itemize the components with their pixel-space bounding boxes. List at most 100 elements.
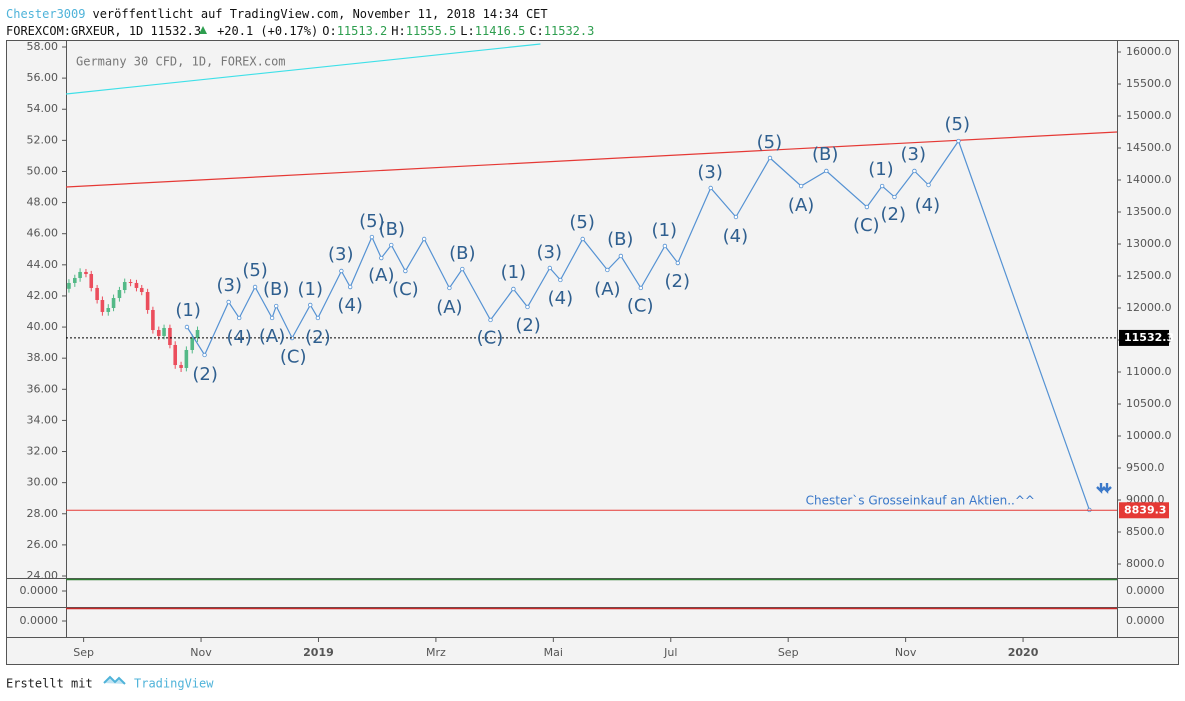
candle-body bbox=[73, 277, 77, 283]
tradingview-logo[interactable] bbox=[103, 675, 126, 685]
ohlc-key: C: bbox=[529, 24, 543, 38]
wave-label: (A) bbox=[259, 326, 285, 347]
y-tick-label: 56.00 bbox=[27, 71, 59, 84]
wave-label: (B) bbox=[263, 279, 289, 300]
chart-frame bbox=[6, 40, 1179, 665]
y2-tick-label: 15000.0 bbox=[1126, 109, 1172, 122]
candle-body bbox=[190, 338, 195, 350]
candle-body bbox=[89, 274, 94, 288]
wave-label: (3) bbox=[216, 275, 242, 296]
y-tick-label: 36.00 bbox=[27, 382, 59, 395]
wave-vertex bbox=[926, 182, 931, 188]
y-tick-label: 48.00 bbox=[27, 196, 59, 209]
ohlc-key: O: bbox=[322, 24, 336, 38]
wave-label: (C) bbox=[627, 296, 654, 317]
symbol-line: FOREXCOM:GRXEUR, 1D 11532.3 +20.1 (+0.17%… bbox=[6, 24, 594, 38]
wave-vertex bbox=[956, 138, 961, 144]
indicator-tick-label: 0.0000 bbox=[20, 614, 59, 627]
wave-vertex bbox=[824, 168, 829, 174]
wave-label: (5) bbox=[359, 211, 385, 232]
y-tick-label: 50.00 bbox=[27, 164, 59, 177]
change: +20.1 (+0.17%) bbox=[217, 24, 318, 38]
wave-label: (B) bbox=[607, 229, 633, 250]
y2-tick-label: 10500.0 bbox=[1126, 397, 1172, 410]
wave-label: (B) bbox=[812, 144, 838, 165]
wave-vertex bbox=[879, 183, 885, 189]
candle-body bbox=[134, 282, 139, 288]
y-tick-label: 58.00 bbox=[27, 40, 59, 53]
wave-label: (1) bbox=[298, 279, 324, 300]
wave-vertex bbox=[618, 253, 624, 259]
y-tick-label: 52.00 bbox=[27, 133, 59, 146]
candle-body bbox=[111, 298, 116, 308]
wave-label: (A) bbox=[594, 279, 620, 300]
x-tick-label: Mrz bbox=[426, 646, 446, 659]
x-tick-label: 2020 bbox=[1008, 646, 1039, 659]
wave-label: (C) bbox=[280, 346, 307, 367]
price-label: 8839.3 bbox=[1124, 503, 1166, 516]
candle-body bbox=[156, 330, 161, 336]
wave-line bbox=[186, 139, 1090, 511]
candle-body bbox=[128, 282, 133, 284]
wave-vertex bbox=[511, 286, 516, 292]
wave-label: (A) bbox=[368, 265, 394, 286]
wave-vertex bbox=[662, 243, 668, 249]
x-tick-label: Nov bbox=[190, 646, 212, 659]
wave-label: (C) bbox=[477, 328, 504, 349]
x-tick-label: 2019 bbox=[303, 646, 334, 659]
wave-vertex bbox=[488, 317, 493, 323]
y-tick-label: 26.00 bbox=[27, 538, 59, 551]
wave-label: (4) bbox=[915, 195, 941, 216]
author[interactable]: Chester3009 bbox=[6, 7, 85, 21]
arrow-icon bbox=[1096, 483, 1112, 494]
wave-vertex bbox=[226, 299, 231, 305]
wave-label: (5) bbox=[757, 132, 783, 153]
wave-label: (5) bbox=[242, 260, 268, 281]
y2-tick-label: 12000.0 bbox=[1126, 301, 1172, 314]
y-tick-label: 24.00 bbox=[27, 569, 59, 582]
y2-tick-label: 16000.0 bbox=[1126, 45, 1172, 58]
ohlc-value: 11513.2 bbox=[337, 24, 388, 38]
wave-label: (5) bbox=[945, 114, 971, 135]
wave-vertex bbox=[315, 315, 321, 321]
y2-tick-label: 14500.0 bbox=[1126, 141, 1172, 154]
wave-label: (2) bbox=[515, 315, 541, 336]
y-tick-label: 28.00 bbox=[27, 507, 59, 520]
ohlc-key: L: bbox=[460, 24, 474, 38]
y2-tick-label: 12500.0 bbox=[1126, 269, 1172, 282]
wave-vertex bbox=[892, 194, 897, 200]
header-line: Chester3009 veröffentlicht auf TradingVie… bbox=[6, 7, 548, 21]
wave-label: (1) bbox=[652, 220, 678, 241]
candle-body bbox=[184, 349, 189, 368]
wave-vertex bbox=[525, 304, 530, 310]
footer-brand[interactable]: TradingView bbox=[134, 677, 214, 691]
wave-label: (5) bbox=[569, 212, 595, 233]
y-tick-label: 54.00 bbox=[27, 102, 59, 115]
wave-label: (B) bbox=[379, 219, 405, 240]
wave-vertex bbox=[798, 183, 804, 189]
y2-tick-label: 13000.0 bbox=[1126, 237, 1172, 250]
wave-vertex bbox=[421, 236, 427, 242]
wave-vertex bbox=[347, 284, 353, 290]
up-triangle bbox=[199, 26, 207, 34]
y2-tick-label: 15500.0 bbox=[1126, 77, 1172, 90]
wave-vertex bbox=[733, 214, 739, 220]
x-tick-label: Jul bbox=[663, 646, 677, 659]
y-tick-label: 30.00 bbox=[27, 476, 59, 489]
candle-body bbox=[117, 290, 122, 299]
price-box bbox=[1119, 329, 1169, 346]
y-tick-label: 38.00 bbox=[27, 351, 59, 364]
wave-vertex bbox=[184, 324, 190, 330]
wave-vertex bbox=[237, 315, 242, 321]
watermark: Germany 30 CFD, 1D, FOREX.com bbox=[76, 55, 286, 69]
footer-created: Erstellt mit bbox=[6, 677, 93, 691]
plot-area bbox=[66, 43, 1117, 513]
candle-body bbox=[179, 365, 183, 368]
trendline bbox=[66, 131, 1117, 188]
y-tick-label: 46.00 bbox=[27, 227, 59, 240]
wave-vertex bbox=[460, 266, 465, 272]
wave-label: (1) bbox=[501, 262, 527, 283]
ohlc-value: 11555.5 bbox=[406, 24, 457, 38]
candle-body bbox=[122, 282, 127, 291]
y2-tick-label: 8000.0 bbox=[1126, 557, 1165, 570]
